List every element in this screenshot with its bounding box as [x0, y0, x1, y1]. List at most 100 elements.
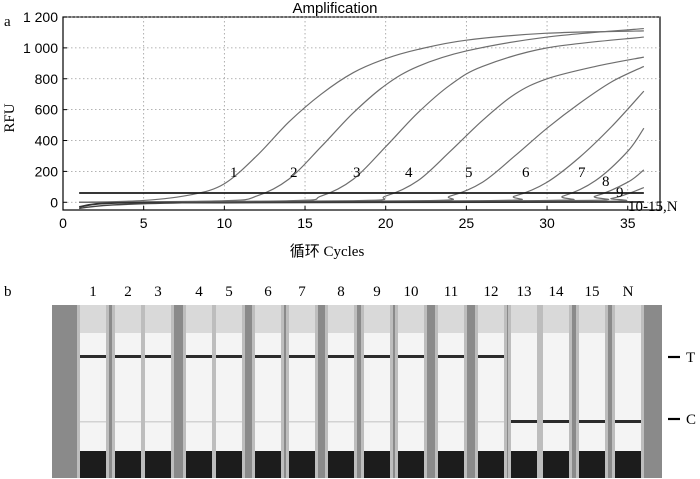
strip-membrane	[398, 333, 424, 451]
faint-control-line	[255, 421, 281, 423]
strip-top	[80, 305, 106, 333]
lane-label-2: 2	[124, 284, 132, 300]
y-axis-ticks: 0 200 400 600 800 1 000 1 200	[23, 9, 67, 210]
faint-control-line	[328, 421, 354, 423]
lane-label-1: 1	[89, 284, 97, 300]
y-tick-label: 1 000	[23, 40, 58, 56]
strip-pad	[145, 451, 171, 478]
test-strip-12	[475, 305, 507, 478]
x-axis-title: 循环 Cycles	[290, 243, 365, 260]
curve-label: 7	[578, 165, 586, 181]
test-line	[216, 355, 242, 358]
test-strip-8	[325, 305, 357, 478]
test-line	[145, 355, 171, 358]
y-tick-label: 1 200	[23, 9, 58, 25]
curve-label: 6	[522, 165, 530, 181]
test-line	[438, 355, 464, 358]
strip-pad	[186, 451, 212, 478]
faint-control-line	[289, 421, 315, 423]
x-tick-label: 15	[297, 215, 313, 231]
faint-control-line	[364, 421, 390, 423]
strip-pad	[364, 451, 390, 478]
strip-membrane	[438, 333, 464, 451]
test-line	[328, 355, 354, 358]
faint-control-line	[186, 421, 212, 423]
strip-membrane	[186, 333, 212, 451]
control-line	[579, 420, 605, 423]
faint-control-line	[145, 421, 171, 423]
strip-pad	[328, 451, 354, 478]
lane-label-13: 13	[517, 284, 532, 300]
curve-2	[79, 27, 644, 203]
x-tick-label: 35	[620, 215, 636, 231]
strip-pad	[216, 451, 242, 478]
test-strip-11	[435, 305, 467, 478]
strip-membrane	[364, 333, 390, 451]
x-tick-label: 25	[459, 215, 475, 231]
test-line	[186, 355, 212, 358]
faint-control-line	[398, 421, 424, 423]
faint-control-line	[115, 421, 141, 423]
curve-label: 2	[290, 165, 298, 181]
strip-top	[328, 305, 354, 333]
plot-frame	[62, 16, 661, 211]
strip-membrane	[115, 333, 141, 451]
strip-pad	[579, 451, 605, 478]
x-tick-label: 5	[140, 215, 148, 231]
test-strip-6	[252, 305, 284, 478]
baseline-curve	[79, 200, 644, 210]
strip-pad	[289, 451, 315, 478]
faint-control-line	[438, 421, 464, 423]
faint-control-line	[216, 421, 242, 423]
lane-label-4: 4	[195, 284, 203, 300]
strip-membrane	[80, 333, 106, 451]
curve-label: 1	[230, 165, 238, 181]
curve-label: 10-15,N	[628, 199, 678, 215]
test-strip-14	[540, 305, 572, 478]
x-tick-label: 0	[59, 215, 67, 231]
strip-pad	[543, 451, 569, 478]
strip-membrane	[478, 333, 504, 451]
strip-top	[478, 305, 504, 333]
strip-membrane	[579, 333, 605, 451]
faint-control-line	[80, 421, 106, 423]
strip-top	[255, 305, 281, 333]
test-strip-5	[213, 305, 245, 478]
lane-label-7: 7	[298, 284, 306, 300]
test-strip-N	[612, 305, 644, 478]
lane-label-N: N	[623, 284, 634, 300]
curve-label: 4	[405, 165, 413, 181]
test-line	[478, 355, 504, 358]
strip-top	[511, 305, 537, 333]
strip-top	[145, 305, 171, 333]
x-axis-ticks: 0 5 10 15 20 25 30 35	[59, 206, 636, 231]
test-strip-1	[77, 305, 109, 478]
strip-top	[186, 305, 212, 333]
control-line	[543, 420, 569, 423]
strip-top	[543, 305, 569, 333]
strip-top	[216, 305, 242, 333]
y-tick-label: 600	[35, 102, 59, 118]
y-tick-label: 800	[35, 71, 59, 87]
y-axis-title: RFU	[2, 103, 18, 132]
strip-membrane	[615, 333, 641, 451]
y-tick-label: 400	[35, 133, 59, 149]
test-line	[289, 355, 315, 358]
curve-1	[79, 30, 644, 203]
chart-title: Amplification	[292, 0, 377, 17]
test-strip-13	[508, 305, 540, 478]
strip-pad	[398, 451, 424, 478]
test-line	[398, 355, 424, 358]
lane-label-8: 8	[337, 284, 345, 300]
strip-top	[115, 305, 141, 333]
strip-top	[438, 305, 464, 333]
test-strip-9	[361, 305, 393, 478]
strip-membrane	[145, 333, 171, 451]
curve-label: 9	[616, 185, 624, 201]
strip-membrane	[216, 333, 242, 451]
strip-top	[615, 305, 641, 333]
strip-membrane	[543, 333, 569, 451]
test-line	[364, 355, 390, 358]
